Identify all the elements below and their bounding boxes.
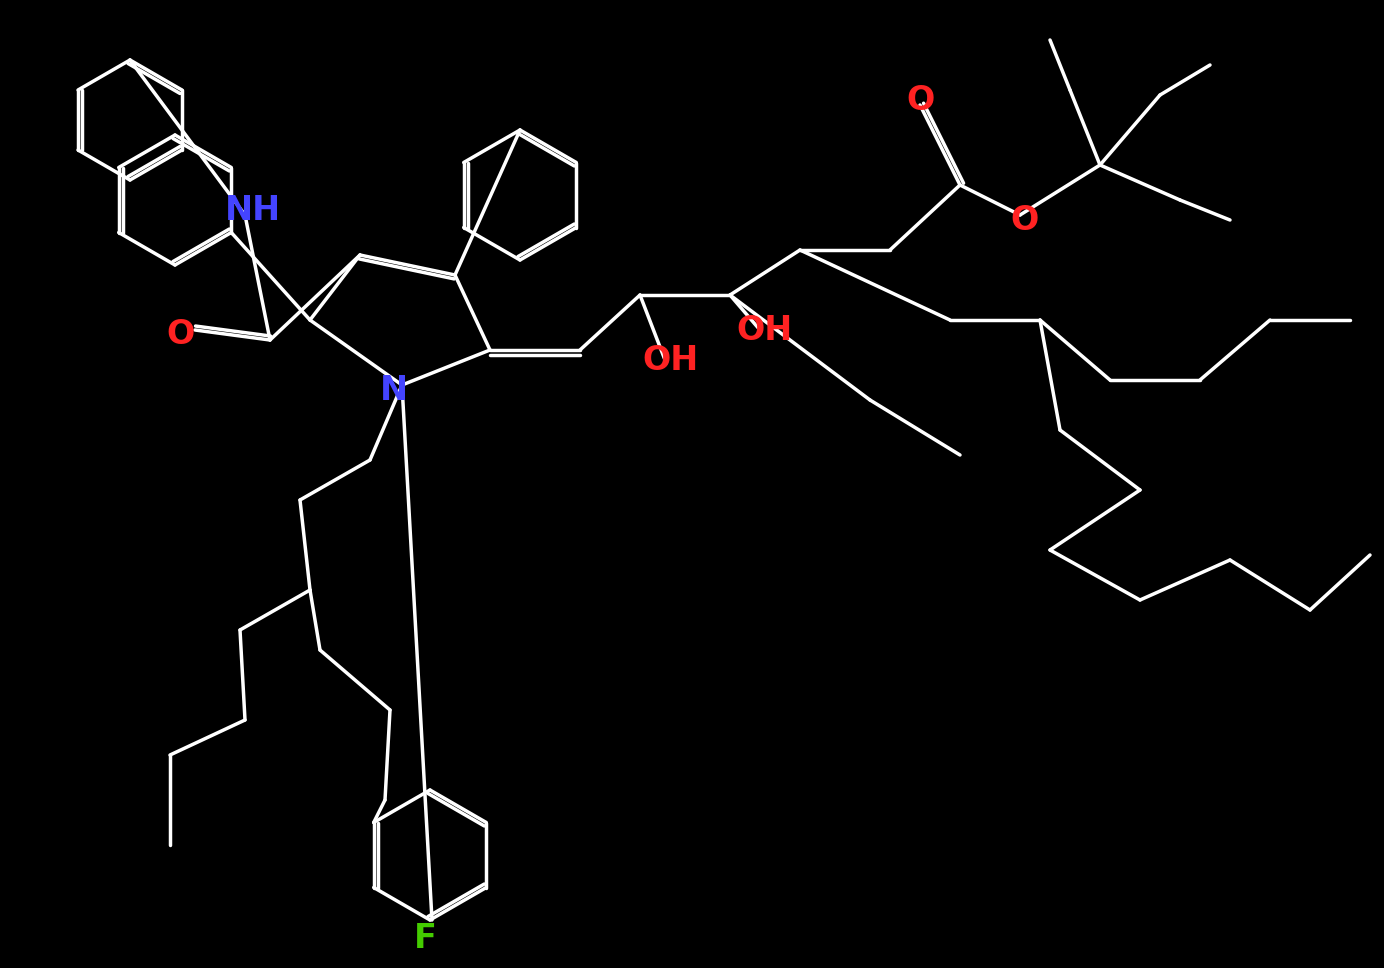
Text: O: O [907,83,934,116]
Text: OH: OH [736,314,793,347]
Text: O: O [166,318,194,351]
Text: OH: OH [642,344,698,377]
Text: N: N [381,374,408,407]
Text: NH: NH [226,194,281,227]
Text: F: F [414,922,436,954]
Text: O: O [1010,203,1039,236]
